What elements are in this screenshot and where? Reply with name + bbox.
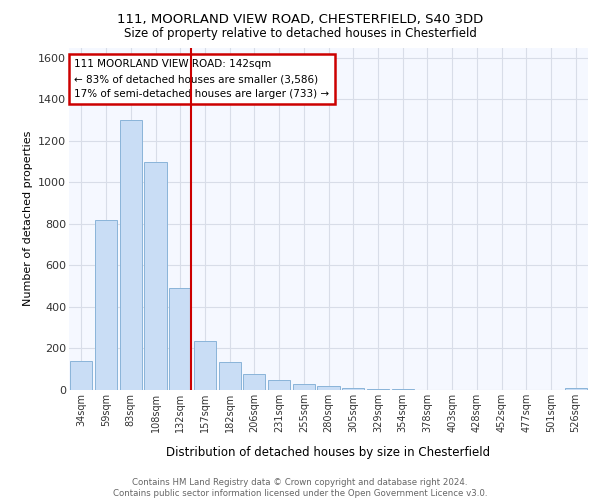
Bar bbox=[268, 380, 290, 390]
Bar bbox=[367, 389, 389, 390]
Bar bbox=[70, 361, 92, 390]
Bar bbox=[243, 374, 265, 390]
Bar bbox=[218, 362, 241, 390]
Bar bbox=[342, 388, 364, 390]
Bar bbox=[565, 388, 587, 390]
Y-axis label: Number of detached properties: Number of detached properties bbox=[23, 131, 32, 306]
Bar bbox=[169, 288, 191, 390]
Text: 111 MOORLAND VIEW ROAD: 142sqm
← 83% of detached houses are smaller (3,586)
17% : 111 MOORLAND VIEW ROAD: 142sqm ← 83% of … bbox=[74, 60, 329, 99]
Bar bbox=[145, 162, 167, 390]
Bar bbox=[293, 384, 315, 390]
Bar bbox=[317, 386, 340, 390]
Text: Size of property relative to detached houses in Chesterfield: Size of property relative to detached ho… bbox=[124, 28, 476, 40]
Bar bbox=[95, 220, 117, 390]
Bar bbox=[194, 341, 216, 390]
Bar bbox=[119, 120, 142, 390]
Text: 111, MOORLAND VIEW ROAD, CHESTERFIELD, S40 3DD: 111, MOORLAND VIEW ROAD, CHESTERFIELD, S… bbox=[117, 12, 483, 26]
Text: Contains HM Land Registry data © Crown copyright and database right 2024.
Contai: Contains HM Land Registry data © Crown c… bbox=[113, 478, 487, 498]
X-axis label: Distribution of detached houses by size in Chesterfield: Distribution of detached houses by size … bbox=[166, 446, 491, 459]
